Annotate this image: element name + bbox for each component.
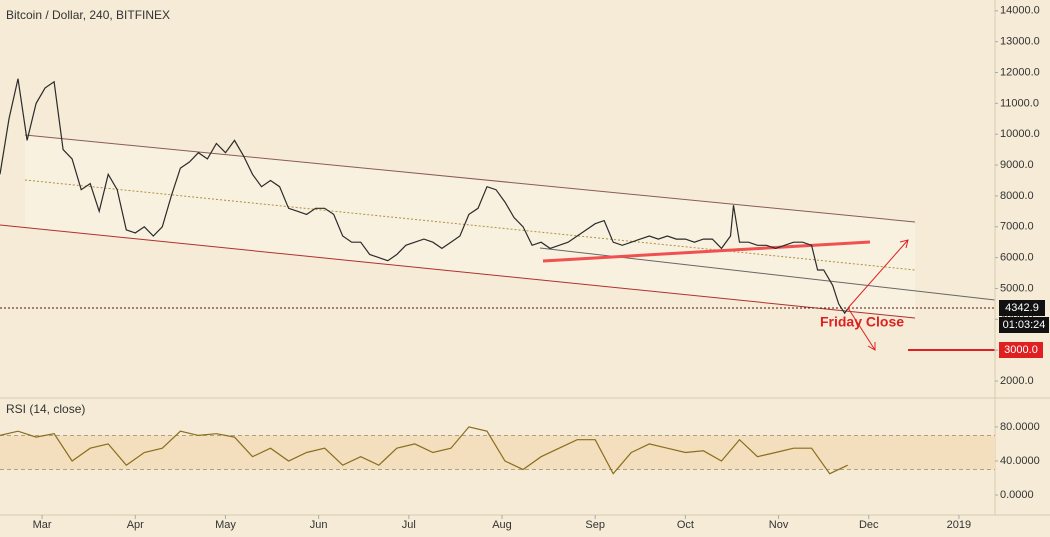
y-tick-label: 80.0000 — [1000, 421, 1040, 433]
x-tick-label: Oct — [677, 519, 694, 531]
support-line — [542, 240, 871, 263]
y-tick-label: 14000.0 — [1000, 5, 1040, 17]
price-badge-label: 4342.9 — [1005, 302, 1039, 314]
x-tick-label: Aug — [492, 519, 512, 531]
y-tick-label: 13000.0 — [1000, 36, 1040, 48]
x-tick-label: Nov — [769, 519, 789, 531]
y-tick-label: 5000.0 — [1000, 282, 1034, 294]
y-tick-label: 40.0000 — [1000, 455, 1040, 467]
y-tick-label: 10000.0 — [1000, 128, 1040, 140]
target-badge — [999, 342, 1043, 358]
chart-title: Bitcoin / Dollar, 240, BITFINEX — [6, 8, 170, 22]
x-tick-label: Dec — [859, 519, 879, 531]
x-tick-label: Apr — [127, 519, 144, 531]
x-tick-label: Sep — [585, 519, 605, 531]
y-tick-label: 0.0000 — [1000, 489, 1034, 501]
price-badge — [999, 300, 1045, 316]
channel-mid — [24, 179, 916, 271]
arrow-head — [867, 342, 876, 351]
arrow-head — [899, 239, 909, 249]
countdown-label: 01:03:24 — [1003, 319, 1046, 331]
y-tick-label: 12000.0 — [1000, 66, 1040, 78]
countdown-badge — [999, 317, 1049, 333]
y-tick-label: 2000.0 — [1000, 375, 1034, 387]
series-line — [0, 426, 848, 475]
arrow-down — [847, 307, 876, 351]
series-line — [0, 78, 849, 315]
y-tick-label: 6000.0 — [1000, 252, 1034, 264]
x-tick-label: May — [215, 519, 236, 531]
x-tick-label: Jul — [402, 519, 416, 531]
y-tick-label: 8000.0 — [1000, 190, 1034, 202]
rsi-band — [0, 435, 995, 470]
annotation: Friday Close — [820, 314, 904, 330]
x-tick-label: Jun — [310, 519, 328, 531]
x-tick-label: 2019 — [947, 519, 971, 531]
target-label: 3000.0 — [1004, 344, 1038, 356]
channel-top — [24, 134, 916, 223]
channel-bottom — [0, 224, 916, 319]
channel-fill — [25, 135, 915, 318]
x-tick-label: Mar — [33, 519, 52, 531]
y-tick-label: 11000.0 — [1000, 97, 1039, 109]
y-tick-label: 9000.0 — [1000, 159, 1034, 171]
rsi-title: RSI (14, close) — [6, 402, 85, 416]
arrow-up — [847, 239, 909, 309]
y-tick-label: 7000.0 — [1000, 221, 1034, 233]
